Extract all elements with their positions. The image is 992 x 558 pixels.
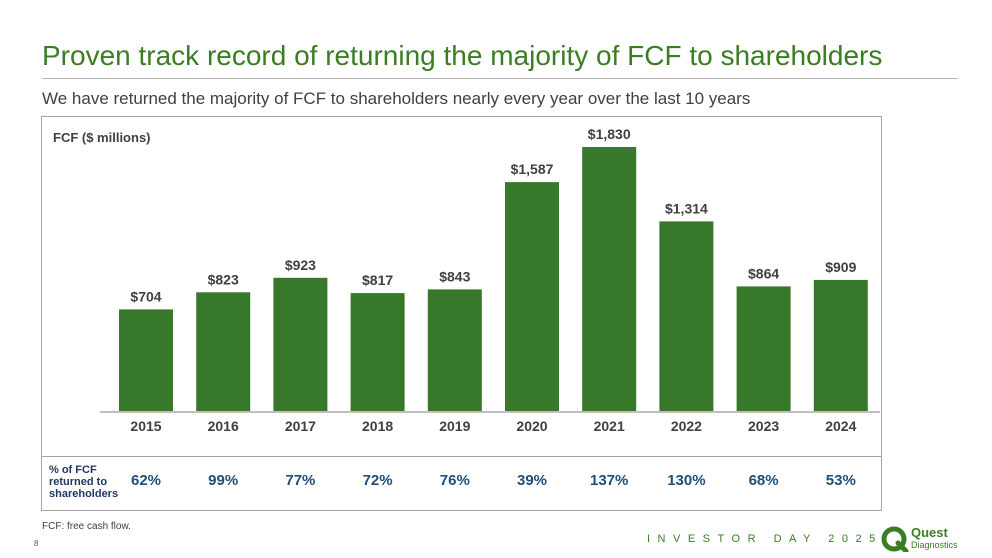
x-tick-2020: 2020	[516, 418, 547, 434]
logo-subtext: Diagnostics	[911, 540, 958, 550]
pct-value-2015: 62%	[130, 472, 162, 489]
event-label: INVESTOR DAY 2025	[647, 533, 883, 545]
bar-2022	[659, 221, 714, 411]
x-tick-2024: 2024	[825, 418, 856, 434]
x-tick-2016: 2016	[208, 418, 239, 434]
bar-2020	[505, 182, 559, 411]
pct-value-2019: 76%	[439, 472, 470, 489]
quest-diagnostics-logo-icon	[881, 526, 909, 552]
bar-2019	[427, 289, 482, 411]
chart-y-label: FCF ($ millions)	[53, 130, 151, 145]
data-label-2017: $923	[285, 257, 316, 273]
data-label-2022: $1,314	[665, 200, 708, 216]
pct-value-2024: 53%	[825, 472, 856, 489]
x-tick-2023: 2023	[748, 418, 779, 434]
data-label-2024: $909	[825, 259, 856, 275]
pct-value-2016: 99%	[208, 472, 239, 489]
data-label-2020: $1,587	[511, 161, 554, 177]
x-tick-2017: 2017	[285, 418, 316, 434]
pct-value-2022: 130%	[667, 472, 706, 489]
logo-name: Quest	[911, 525, 948, 540]
page-number: 8	[34, 539, 39, 548]
page-subtitle: We have returned the majority of FCF to …	[42, 89, 751, 108]
footnote: FCF: free cash flow.	[42, 521, 131, 532]
pct-value-2017: 77%	[285, 472, 316, 489]
bar-2016	[196, 292, 251, 411]
pct-value-2021: 137%	[590, 472, 629, 489]
page-title: Proven track record of returning the maj…	[42, 40, 883, 71]
chart-divider	[41, 456, 882, 457]
bar-2023	[736, 286, 791, 411]
bar-2017	[273, 277, 328, 411]
bar-2015	[119, 309, 173, 411]
x-tick-2018: 2018	[362, 418, 393, 434]
pct-label-line: returned to	[49, 476, 108, 488]
bar-2024	[813, 279, 868, 411]
data-label-2015: $704	[130, 288, 161, 304]
title-divider	[42, 78, 958, 79]
x-tick-2021: 2021	[594, 418, 625, 434]
pct-label-line: shareholders	[49, 488, 119, 500]
pct-label-line: % of FCF	[49, 464, 97, 476]
x-tick-2015: 2015	[130, 418, 161, 434]
bar-2018	[350, 293, 405, 411]
data-label-2021: $1,830	[588, 126, 631, 142]
data-label-2019: $843	[439, 268, 470, 284]
pct-value-2023: 68%	[748, 472, 779, 489]
data-label-2018: $817	[362, 272, 393, 288]
data-label-2016: $823	[208, 271, 239, 287]
pct-value-2020: 39%	[516, 472, 548, 489]
x-tick-2019: 2019	[439, 418, 470, 434]
bar-2021	[582, 147, 637, 411]
data-label-2023: $864	[748, 265, 779, 281]
pct-row-label: % of FCF returned to shareholders	[49, 464, 118, 500]
x-tick-2022: 2022	[671, 418, 702, 434]
pct-value-2018: 72%	[362, 472, 393, 489]
chart-frame	[41, 116, 882, 511]
